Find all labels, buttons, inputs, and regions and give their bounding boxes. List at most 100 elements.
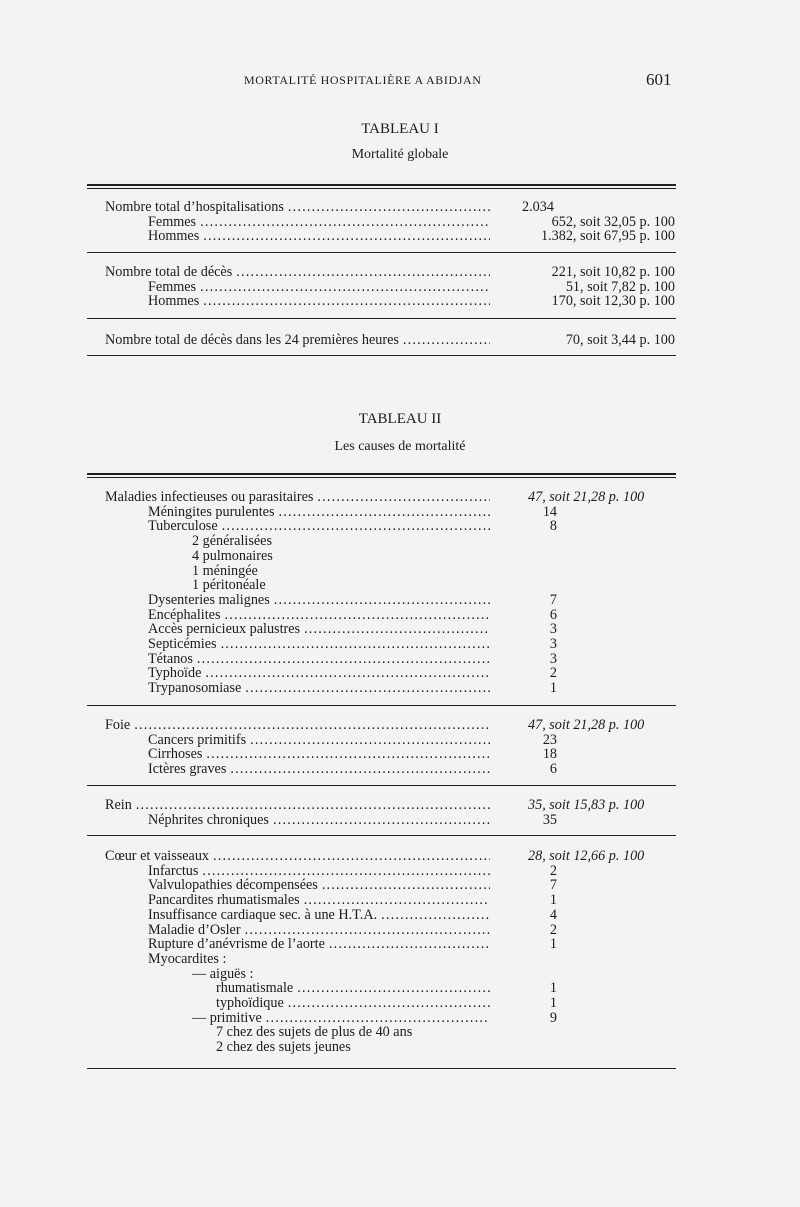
table-row: 1 méningée: [0, 562, 800, 579]
row-label: typhoïdique: [216, 996, 490, 1011]
table-row: Ictères graves 6: [0, 762, 800, 777]
dot-leader: [274, 593, 490, 608]
row-count: 2: [549, 862, 557, 879]
dot-leader: [221, 637, 490, 652]
row-label: Hommes: [148, 294, 490, 309]
table-row: Femmes 652, soit 32,05 p. 100: [0, 214, 800, 230]
row-label: Femmes: [148, 280, 490, 295]
section-rule: [87, 835, 676, 837]
row-count: 3: [549, 621, 557, 638]
table-row: rhumatismale 1: [0, 981, 800, 996]
double-rule: [87, 184, 676, 187]
row-count: 1: [549, 936, 557, 953]
label-text: Nombre total d’hospitalisations: [105, 200, 284, 215]
row-label: 1 méningée: [192, 562, 258, 579]
table-row: Femmes 51, soit 7,82 p. 100: [0, 278, 800, 295]
row-count: 9: [549, 1009, 557, 1026]
dot-leader: [202, 864, 490, 879]
dot-leader: [200, 215, 490, 230]
table-row: 7 chez des sujets de plus de 40 ans: [0, 1025, 800, 1040]
table-row: Maladies infectieuses ou parasitaires 47,…: [0, 490, 800, 505]
label-text: Maladies infectieuses ou parasitaires: [105, 490, 314, 505]
label-text: Méningites purulentes: [148, 504, 275, 520]
table-row: Nombre total d’hospitalisations 2.034: [0, 200, 800, 215]
table-row: 2 généralisées: [0, 534, 800, 549]
table-row: Rupture d’anévrisme de l’aorte 1: [0, 937, 800, 952]
row-label: 4 pulmonaires: [192, 547, 273, 564]
label-text: rhumatismale: [216, 981, 294, 997]
table-row: Hommes 170, soit 12,30 p. 100: [0, 294, 800, 309]
dot-leader: [304, 893, 490, 908]
dot-leader: [136, 798, 490, 813]
dot-leader: [273, 813, 490, 828]
table-row: Rein 35, soit 15,83 p. 100: [0, 798, 800, 813]
label-text: Maladie d’Osler: [148, 922, 241, 938]
row-label: Méningites purulentes: [148, 505, 490, 520]
label-text: Rein: [105, 798, 132, 813]
table-row: Cœur et vaisseaux 28, soit 12,66 p. 100: [0, 849, 800, 864]
label-text: Typhoïde: [148, 666, 202, 682]
label-text: Femmes: [148, 214, 197, 230]
label-text: Tétanos: [148, 651, 193, 667]
label-text: typhoïdique: [216, 996, 284, 1011]
row-label: Nombre total d’hospitalisations: [105, 200, 490, 215]
section-total: 47, soit 21,28 p. 100: [528, 489, 645, 505]
row-label: Septicémies: [148, 637, 490, 652]
row-label: Cirrhoses: [148, 747, 490, 762]
label-text: Insuffisance cardiaque sec. à une H.T.A.: [148, 907, 378, 923]
row-count: 3: [549, 650, 557, 667]
section-rule: [87, 318, 676, 320]
dot-leader: [230, 762, 490, 777]
dot-leader: [205, 666, 490, 681]
row-label: — primitive: [192, 1011, 490, 1026]
row-value: 2.034: [522, 199, 554, 215]
dot-leader: [304, 622, 490, 637]
row-label: Tuberculose: [148, 519, 490, 534]
row-label: Cancers primitifs: [148, 733, 490, 748]
dot-leader: [245, 681, 490, 696]
label-text: Néphrites chroniques: [148, 812, 269, 828]
table-row: Encéphalites 6: [0, 606, 800, 623]
label-text: Nombre total de décès dans les 24 premiè…: [105, 333, 399, 348]
row-label: Néphrites chroniques: [148, 813, 490, 828]
row-label: Dysenteries malignes: [148, 593, 490, 608]
row-label: Ictères graves: [148, 762, 490, 777]
row-count: 2: [549, 665, 557, 682]
label-text: Cœur et vaisseaux: [105, 849, 210, 864]
row-count: 1: [549, 680, 557, 697]
dot-leader: [224, 608, 490, 623]
row-label: 2 généralisées: [192, 533, 272, 550]
row-value: 51, soit 7,82 p. 100: [565, 278, 675, 295]
dot-leader: [278, 505, 490, 520]
label-text: Ictères graves: [148, 762, 227, 778]
table-row: typhoïdique 1: [0, 996, 800, 1011]
row-label: 1 péritonéale: [192, 577, 266, 594]
table-row: Typhoïde 2: [0, 666, 800, 681]
row-count: 3: [549, 636, 557, 652]
table-row: Néphrites chroniques 35: [0, 812, 800, 828]
row-label: 2 chez des sujets jeunes: [216, 1039, 351, 1056]
table-row: — primitive 9: [0, 1009, 800, 1026]
dot-leader: [288, 996, 490, 1011]
row-count: 18: [542, 746, 557, 763]
section-total: 47, soit 21,28 p. 100: [528, 717, 645, 733]
row-count: 6: [549, 606, 557, 623]
row-label: Myocardites :: [148, 950, 227, 967]
row-value: 1.382, soit 67,95 p. 100: [541, 228, 675, 245]
table-row: Pancardites rhumatismales 1: [0, 893, 800, 908]
table-row: Valvulopathies décompensées 7: [0, 878, 800, 893]
label-text: Nombre total de décès: [105, 265, 233, 280]
label-text: Accès pernicieux palustres: [148, 622, 301, 638]
row-value: 221, soit 10,82 p. 100: [551, 264, 675, 280]
dot-leader: [250, 733, 490, 748]
table-row: Foie 47, soit 21,28 p. 100: [0, 718, 800, 733]
row-value: 170, soit 12,30 p. 100: [551, 293, 675, 310]
section-rule: [87, 355, 676, 357]
table-row: Nombre total de décès dans les 24 premiè…: [0, 333, 800, 348]
label-text: — primitive: [192, 1010, 262, 1026]
row-label: Femmes: [148, 215, 490, 230]
table-row: 4 pulmonaires: [0, 547, 800, 564]
row-count: 1: [549, 980, 557, 997]
label-text: Hommes: [148, 229, 200, 245]
table-row: Méningites purulentes 14: [0, 504, 800, 520]
